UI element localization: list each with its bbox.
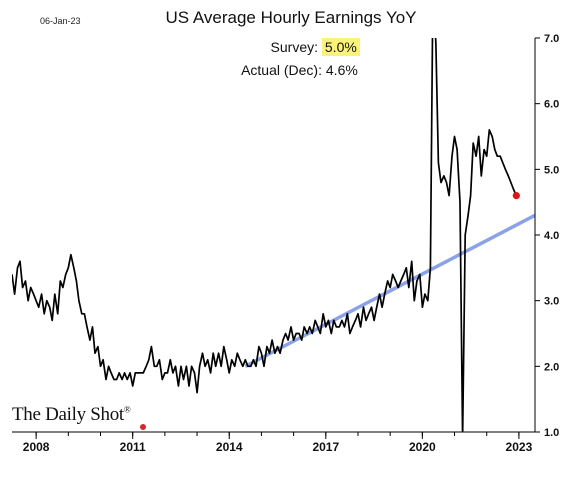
trend-line xyxy=(244,213,535,368)
brand-dot-icon xyxy=(140,424,146,430)
brand-logo: The Daily Shot® xyxy=(12,404,131,426)
x-tick-label: 2014 xyxy=(216,440,243,454)
chart-title: US Average Hourly Earnings YoY xyxy=(165,8,417,27)
x-tick-label: 2008 xyxy=(23,440,50,454)
y-tick-label: 1.0 xyxy=(544,427,559,439)
x-tick-label: 2011 xyxy=(120,440,146,454)
series-line xyxy=(12,38,518,432)
y-tick-label: 4.0 xyxy=(544,230,559,242)
survey-label: Survey: xyxy=(270,39,318,55)
actual-value: 4.6% xyxy=(325,62,358,78)
y-tick-label: 7.0 xyxy=(544,33,559,45)
x-tick-label: 2023 xyxy=(506,440,533,454)
brand-name: The Daily Shot xyxy=(12,404,124,425)
x-tick-label: 2017 xyxy=(312,440,339,454)
y-tick-label: 2.0 xyxy=(544,361,559,373)
survey-annotation: Survey: 5.0% xyxy=(0,38,360,56)
brand-mark: ® xyxy=(123,404,131,415)
date-stamp: 06-Jan-23 xyxy=(40,16,81,26)
x-tick-label: 2020 xyxy=(409,440,436,454)
actual-label: Actual (Dec): xyxy=(241,62,322,78)
survey-value: 5.0% xyxy=(321,38,360,56)
y-tick-label: 6.0 xyxy=(544,99,559,111)
y-tick-label: 5.0 xyxy=(544,164,559,176)
y-tick-label: 3.0 xyxy=(544,296,559,308)
last-point-marker xyxy=(512,192,520,200)
actual-annotation: Actual (Dec): 4.6% xyxy=(0,62,358,78)
